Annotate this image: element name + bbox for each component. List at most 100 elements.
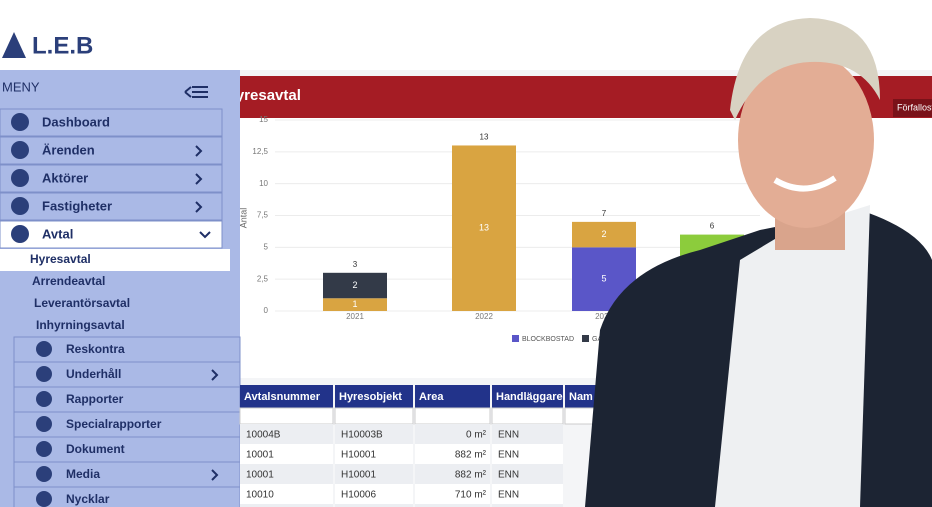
x-tick-label: 2023 bbox=[595, 312, 613, 321]
total-label: 7 bbox=[602, 209, 607, 218]
cell-text: 882 m² bbox=[455, 450, 487, 461]
cell bbox=[335, 444, 413, 464]
legend-swatch bbox=[582, 335, 589, 342]
cell-text: 10001 bbox=[246, 450, 274, 461]
cell bbox=[492, 424, 563, 444]
menu-item[interactable] bbox=[0, 164, 223, 193]
menu-toggle[interactable] bbox=[184, 86, 208, 98]
menu-item[interactable] bbox=[0, 136, 223, 165]
column-header[interactable] bbox=[335, 385, 413, 408]
y-tick-label: 7,5 bbox=[257, 211, 269, 220]
cell bbox=[335, 424, 413, 444]
submenu-label: Inhyrningsavtal bbox=[36, 318, 125, 332]
menu-label: Reskontra bbox=[66, 342, 125, 356]
submenu-item[interactable] bbox=[0, 271, 230, 293]
button-label[interactable]: Förfallost bbox=[897, 102, 932, 112]
cell-text: H10001 bbox=[341, 470, 376, 481]
y-tick-label: 15 bbox=[259, 115, 268, 124]
column-header[interactable] bbox=[492, 385, 563, 408]
cell bbox=[415, 444, 490, 464]
menu-label: Underhåll bbox=[66, 367, 121, 381]
filter-cell[interactable] bbox=[491, 407, 564, 425]
x-tick-label: 2022 bbox=[475, 312, 493, 321]
menu-icon bbox=[11, 169, 29, 187]
menu-title: MENY bbox=[2, 79, 40, 94]
cell-text: ENN bbox=[498, 490, 519, 501]
filter-cell[interactable] bbox=[414, 407, 491, 425]
chevron bbox=[211, 469, 219, 481]
cell-text: 882 m² bbox=[455, 470, 487, 481]
button[interactable] bbox=[893, 99, 932, 117]
chevron bbox=[199, 231, 211, 239]
menu-label: Fastigheter bbox=[42, 198, 112, 213]
menu-icon bbox=[36, 366, 52, 382]
column-header-label: Area bbox=[419, 391, 444, 403]
x-tick-label: 2021 bbox=[346, 312, 364, 321]
cell bbox=[492, 464, 563, 484]
y-axis-label: Antal bbox=[238, 208, 248, 229]
y-tick-label: 12,5 bbox=[252, 147, 268, 156]
cell bbox=[492, 484, 563, 504]
column-header[interactable] bbox=[415, 385, 490, 408]
menu-icon bbox=[36, 416, 52, 432]
cell-text: ENN bbox=[498, 450, 519, 461]
legend-label: BLOCKBOSTAD bbox=[522, 336, 574, 343]
submenu-item[interactable] bbox=[0, 249, 230, 271]
cell bbox=[335, 484, 413, 504]
menu-icon bbox=[11, 225, 29, 243]
cell-text: 0 m² bbox=[466, 430, 487, 441]
bar-segment bbox=[572, 221, 636, 248]
cell bbox=[240, 464, 333, 484]
smile bbox=[773, 175, 837, 192]
menu-label: Rapporter bbox=[66, 392, 124, 406]
y-tick-label: 2,5 bbox=[257, 274, 269, 283]
submenu-label: Hyresavtal bbox=[30, 252, 91, 266]
cell-text: H10001 bbox=[341, 450, 376, 461]
segment-label: 2 bbox=[601, 229, 606, 239]
menu-label: Dokument bbox=[66, 442, 125, 456]
segment-label: 13 bbox=[479, 223, 489, 233]
cell-text: 10001 bbox=[246, 470, 274, 481]
menu-label: Ärenden bbox=[42, 142, 95, 157]
cell bbox=[492, 504, 563, 507]
chevron bbox=[211, 369, 219, 381]
total-label: 6 bbox=[710, 222, 715, 231]
column-header-label: Avtalsnummer bbox=[244, 391, 321, 403]
bar-segment bbox=[323, 272, 387, 299]
y-tick-label: 5 bbox=[264, 242, 269, 251]
menu-icon bbox=[36, 441, 52, 457]
cell bbox=[335, 464, 413, 484]
column-header[interactable] bbox=[240, 385, 333, 408]
submenu-label: Arrendeavtal bbox=[32, 274, 105, 288]
submenu-label: Leverantörsavtal bbox=[34, 296, 130, 310]
cell-text: ENN bbox=[498, 470, 519, 481]
face bbox=[738, 52, 874, 228]
filter-cell[interactable] bbox=[239, 407, 334, 425]
cell bbox=[492, 444, 563, 464]
cell-text: 710 m² bbox=[455, 490, 487, 501]
submenu-item[interactable] bbox=[0, 315, 230, 337]
menu-icon bbox=[11, 197, 29, 215]
hair bbox=[730, 18, 880, 120]
filter-cell[interactable] bbox=[334, 407, 414, 425]
cell-text: ENN bbox=[498, 430, 519, 441]
menu-icon bbox=[11, 141, 29, 159]
menu-label: Specialrapporter bbox=[66, 417, 162, 431]
y-tick-label: 0 bbox=[264, 306, 269, 315]
cell bbox=[240, 424, 333, 444]
cell bbox=[415, 464, 490, 484]
menu-icon bbox=[36, 466, 52, 482]
bar-segment bbox=[323, 298, 387, 311]
submenu-item[interactable] bbox=[0, 293, 230, 315]
bar-segment bbox=[452, 145, 516, 311]
menu-label: Aktörer bbox=[42, 170, 88, 185]
menu-item[interactable] bbox=[0, 108, 223, 137]
menu-item[interactable] bbox=[0, 220, 223, 249]
cell bbox=[335, 504, 413, 507]
menu-item[interactable] bbox=[0, 192, 223, 221]
total-label: 13 bbox=[480, 133, 489, 142]
cell-text: H10003B bbox=[341, 430, 383, 441]
menu-label: Dashboard bbox=[42, 114, 110, 129]
person bbox=[585, 18, 932, 507]
